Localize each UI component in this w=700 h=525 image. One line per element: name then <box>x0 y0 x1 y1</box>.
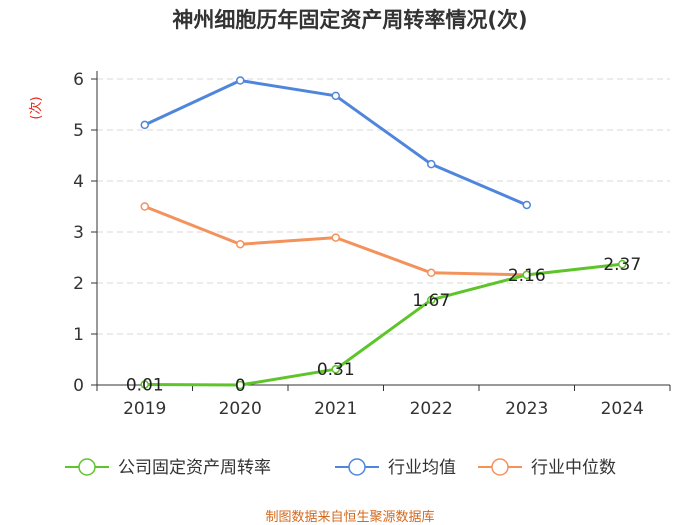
y-tick-label: 2 <box>73 274 84 294</box>
x-tick-labels: 2019 2020 2021 2022 2023 2024 <box>123 399 644 419</box>
data-label: 2.16 <box>508 266 546 286</box>
data-label: 0 <box>235 376 246 396</box>
series-point-2 <box>236 239 245 249</box>
data-labels: 0.01 0 0.31 1.67 2.16 2.37 <box>126 255 641 396</box>
legend-item-0[interactable]: 公司固定资产周转率 <box>65 458 271 478</box>
y-tick-label: 5 <box>73 121 84 141</box>
y-tick-labels: 0 1 2 3 4 5 6 <box>73 70 84 396</box>
legend-label: 公司固定资产周转率 <box>118 458 271 478</box>
data-label: 0.01 <box>126 375 164 395</box>
y-tick-label: 1 <box>73 325 84 345</box>
source-note: 制图数据来自恒生聚源数据库 <box>265 509 434 525</box>
data-label: 2.37 <box>603 255 641 275</box>
legend-label: 行业中位数 <box>531 458 616 478</box>
legend-label: 行业均值 <box>388 458 456 478</box>
legend-swatch-marker <box>78 458 96 476</box>
legend-swatch-marker <box>348 458 366 476</box>
series-point-0 <box>331 364 340 374</box>
y-tick-label: 3 <box>73 223 84 243</box>
series-point-2 <box>427 268 436 278</box>
series-point-0 <box>427 295 436 305</box>
y-tick-label: 6 <box>73 70 84 90</box>
legend-item-1[interactable]: 行业均值 <box>335 458 456 478</box>
series-point-2 <box>140 202 149 211</box>
data-label: 1.67 <box>412 291 450 311</box>
series-point-2 <box>331 233 340 242</box>
legend-item-2[interactable]: 行业中位数 <box>478 458 616 478</box>
series-point-0 <box>618 259 627 269</box>
series-point-0 <box>522 270 531 280</box>
chart-title: 神州细胞历年固定资产周转率情况(次) <box>172 8 527 32</box>
x-tick-label: 2023 <box>505 399 548 419</box>
grid-lines <box>97 78 670 335</box>
y-tick-label: 4 <box>73 172 84 192</box>
x-tick-label: 2019 <box>123 399 166 419</box>
legend-swatch-marker <box>491 458 509 476</box>
y-axis-label: (次) <box>28 96 44 119</box>
x-tick-label: 2021 <box>314 399 357 419</box>
series-point-0 <box>236 380 245 390</box>
series-point-1 <box>427 159 436 169</box>
y-tick-label: 0 <box>73 376 84 396</box>
series-group <box>140 76 627 390</box>
x-tick-label: 2020 <box>219 399 262 419</box>
series-point-0 <box>140 380 149 389</box>
series-point-1 <box>236 76 245 85</box>
x-tick-label: 2022 <box>410 399 453 419</box>
series-point-1 <box>331 91 340 101</box>
series-point-1 <box>522 200 531 210</box>
axes <box>91 71 671 391</box>
legend[interactable]: 公司固定资产周转率 行业均值 行业中位数 <box>65 458 616 478</box>
x-tick-label: 2024 <box>601 399 644 419</box>
series-line-0 <box>144 262 623 387</box>
data-label: 0.31 <box>317 360 355 380</box>
series-point-1 <box>140 120 149 130</box>
